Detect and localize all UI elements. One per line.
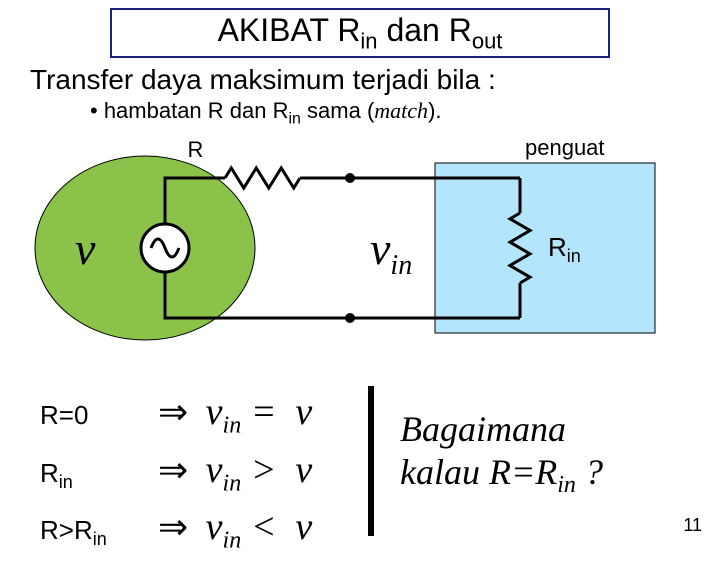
sine-source-icon (141, 224, 189, 272)
rin-label: Rin (548, 232, 581, 267)
question-l2a: kalau R=R (400, 452, 557, 492)
equation-list: R=0⇒ vin = vRin⇒ vin > vR>Rin⇒ vin < v (40, 390, 312, 563)
bullet-line: • hambatan R dan Rin sama (match). (90, 98, 720, 128)
bullet-t1: hambatan R dan R (98, 98, 289, 123)
bullet-dot: • (90, 98, 98, 123)
title-sub2: out (472, 28, 503, 53)
equation-row: Rin⇒ vin > v (40, 448, 312, 498)
r-label: R (188, 137, 204, 163)
page-number: 11 (683, 515, 702, 536)
title-box: AKIBAT Rin dan Rout (110, 8, 610, 58)
vin-sub: in (390, 250, 412, 281)
eq-rhs: vin < v (196, 505, 312, 555)
arrow-icon: ⇒ (158, 391, 188, 433)
equation-row: R=0 ⇒ vin = v (40, 390, 312, 440)
rin-r: R (548, 232, 567, 262)
vin-v: v (370, 223, 390, 274)
eq-rhs: vin = v (196, 390, 312, 440)
eq-lhs: R>Rin (40, 515, 150, 550)
v-source-label: v (75, 222, 95, 275)
question-l1: Bagaimana (400, 409, 566, 449)
arrow-icon: ⇒ (158, 449, 188, 491)
circuit-diagram: penguat R v vin Rin (0, 133, 720, 343)
question-l2b: ? (576, 452, 603, 492)
title-sub1: in (360, 28, 377, 53)
bullet-s1: in (288, 111, 300, 128)
title-mid: dan R (378, 12, 472, 48)
diagram-svg (0, 133, 720, 343)
penguat-label: penguat (525, 135, 605, 161)
bullet-ital: match (374, 98, 428, 123)
bullet-t3: ). (428, 98, 441, 123)
eq-rhs: vin > v (196, 448, 312, 498)
nodes (345, 173, 355, 323)
question-text: Bagaimana kalau R=Rin ? (400, 408, 603, 500)
title-pre: AKIBAT R (218, 12, 361, 48)
bullet-t2: sama ( (301, 98, 374, 123)
vin-label: vin (370, 222, 412, 282)
equation-row: R>Rin⇒ vin < v (40, 505, 312, 555)
eq-lhs: Rin (40, 458, 150, 493)
eq-lhs: R=0 (40, 400, 150, 431)
subtitle: Transfer daya maksimum terjadi bila : (30, 64, 720, 96)
rin-sub: in (567, 246, 581, 266)
separator-line (368, 386, 374, 536)
amplifier-box (435, 163, 655, 333)
arrow-icon: ⇒ (158, 506, 188, 548)
question-l2sub: in (557, 472, 576, 498)
